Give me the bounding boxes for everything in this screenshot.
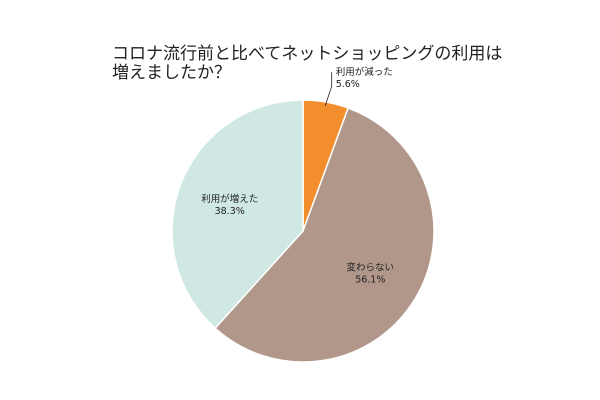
chart-title-line-2: 増えましたか？ [112, 63, 231, 83]
pie-slices [171, 99, 435, 363]
slice-2-wedge [214, 107, 435, 363]
slice-1-value-label: 5.6% [336, 79, 360, 90]
chart-title-line-1: コロナ流行前と比べてネットショッピングの利用は [112, 44, 502, 64]
slice-3-wedge [171, 99, 304, 330]
slice-2-label: 変わらない [347, 262, 395, 274]
chart-title: コロナ流行前と比べてネットショッピングの利用は 増えましたか？ [112, 44, 502, 83]
slice-2-value-label: 56.1% [355, 275, 385, 286]
slice-3-label: 利用が増えた [201, 193, 258, 205]
slice-1-label: 利用が減った [336, 66, 393, 78]
slice-3-value-label: 38.3% [215, 206, 245, 217]
slice-1-callout-line [324, 72, 333, 107]
